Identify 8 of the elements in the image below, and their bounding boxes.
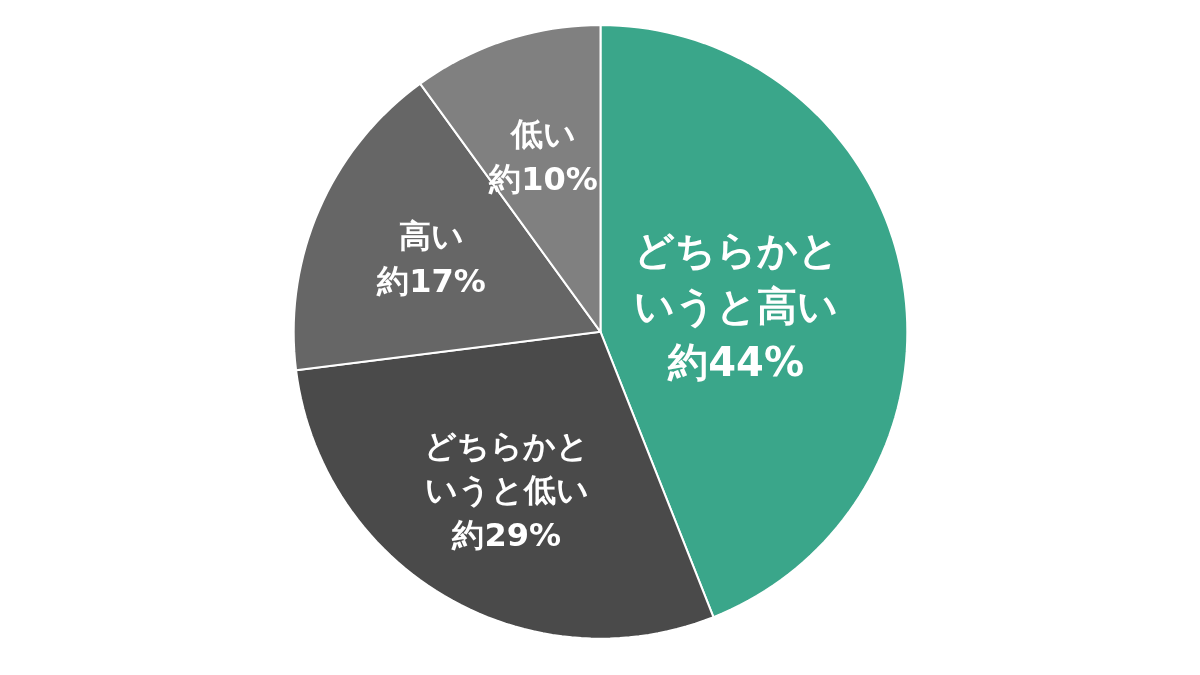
slice-label: 高い bbox=[399, 217, 465, 256]
data-label: 約10% bbox=[488, 160, 598, 199]
slice-label: どちらかというと低い bbox=[424, 426, 590, 510]
data-label: 約17% bbox=[376, 262, 486, 301]
slice-label: 低い bbox=[509, 115, 577, 154]
slice-label: どちらかというと高い bbox=[633, 226, 839, 329]
data-label: 約29% bbox=[451, 516, 562, 555]
data-label: 約44% bbox=[667, 338, 804, 385]
